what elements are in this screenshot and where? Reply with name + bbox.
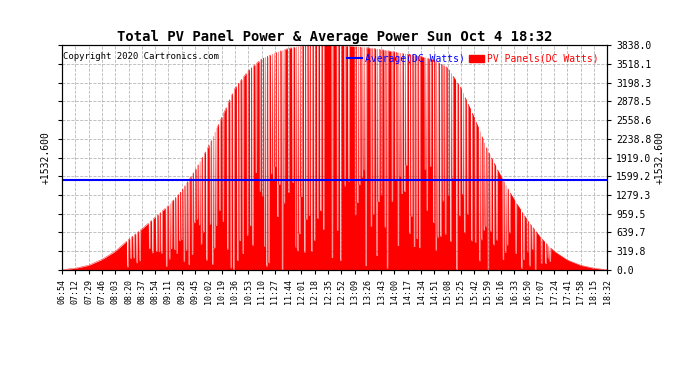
Y-axis label: +1532.600: +1532.600: [654, 131, 664, 184]
Text: Copyright 2020 Cartronics.com: Copyright 2020 Cartronics.com: [63, 52, 219, 61]
Legend: Average(DC Watts), PV Panels(DC Watts): Average(DC Watts), PV Panels(DC Watts): [343, 50, 602, 68]
Y-axis label: +1532.600: +1532.600: [40, 131, 50, 184]
Title: Total PV Panel Power & Average Power Sun Oct 4 18:32: Total PV Panel Power & Average Power Sun…: [117, 30, 553, 44]
